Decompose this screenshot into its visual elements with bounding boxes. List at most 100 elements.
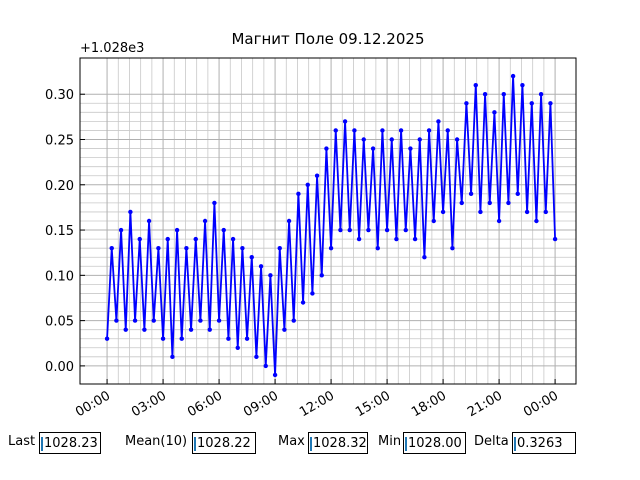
point	[221, 227, 226, 233]
point	[352, 128, 357, 133]
point	[431, 218, 436, 224]
point	[501, 92, 506, 97]
x-tick-label: 06:00	[185, 388, 225, 420]
x-tick-label: 21:00	[465, 388, 505, 420]
point	[151, 318, 156, 323]
point	[310, 291, 315, 296]
x-tick-label: 03:00	[129, 388, 169, 420]
point	[366, 227, 371, 233]
readout-label: Max	[278, 434, 305, 449]
point	[473, 82, 478, 88]
point	[132, 318, 138, 323]
point	[543, 209, 548, 215]
readout-label: Delta	[474, 434, 509, 449]
point	[216, 318, 222, 323]
point	[333, 128, 338, 133]
x-tick-label: 18:00	[409, 388, 449, 420]
point	[338, 227, 343, 233]
point	[109, 245, 114, 251]
point	[296, 191, 301, 197]
point	[412, 236, 418, 242]
point	[263, 363, 268, 369]
y-tick-label: 0.05	[45, 315, 74, 330]
x-tick-label: 00:00	[73, 388, 113, 420]
y-tick-label: 0.25	[45, 134, 74, 149]
point	[137, 236, 142, 242]
point	[254, 354, 259, 360]
point	[417, 137, 422, 142]
y-tick-label: 0.30	[45, 88, 74, 103]
point	[529, 101, 534, 106]
point	[408, 146, 413, 151]
point	[258, 264, 264, 269]
point	[226, 336, 231, 341]
point	[314, 173, 320, 178]
point	[184, 245, 189, 251]
point	[384, 227, 390, 233]
point	[403, 227, 408, 233]
point	[361, 137, 366, 142]
point	[170, 354, 175, 360]
point	[515, 191, 520, 197]
point	[230, 236, 236, 242]
x-tick-label: 00:00	[521, 388, 561, 420]
point	[375, 245, 380, 251]
y-tick-label: 0.00	[45, 360, 74, 375]
point	[114, 318, 119, 323]
readout-box[interactable]: 1028.32	[308, 432, 368, 454]
point	[347, 227, 352, 233]
point	[291, 318, 296, 323]
point	[249, 255, 254, 260]
chart-title: Магнит Поле 09.12.2025	[231, 30, 424, 48]
point	[188, 327, 194, 332]
point	[548, 101, 553, 106]
point	[426, 128, 432, 133]
readout-box[interactable]: 0.3263	[512, 432, 576, 454]
y-offset-label: +1.028e3	[80, 41, 144, 56]
point	[300, 300, 306, 305]
readout-box[interactable]: 1028.23	[39, 432, 101, 454]
y-tick-label: 0.10	[45, 269, 74, 284]
point	[342, 119, 348, 124]
point	[328, 245, 334, 251]
point	[235, 345, 240, 350]
point	[506, 200, 511, 206]
point	[524, 209, 530, 215]
point	[464, 101, 469, 106]
point	[454, 137, 460, 142]
point	[104, 336, 110, 341]
point	[482, 92, 488, 97]
point	[142, 327, 147, 332]
x-tick-label: 09:00	[241, 388, 281, 420]
point	[286, 218, 292, 224]
point	[277, 245, 282, 251]
point	[552, 236, 558, 242]
readout-box[interactable]: 1028.00	[403, 432, 466, 454]
point	[198, 318, 203, 323]
point	[510, 73, 516, 79]
point	[496, 218, 502, 224]
point	[478, 209, 483, 215]
point	[370, 146, 376, 151]
point	[179, 336, 184, 341]
y-tick-label: 0.15	[45, 224, 74, 239]
point	[244, 336, 250, 341]
point	[440, 209, 446, 215]
point	[492, 110, 497, 115]
point	[165, 236, 170, 242]
point	[118, 227, 124, 233]
point	[468, 191, 474, 197]
point	[272, 372, 278, 378]
point	[268, 273, 273, 278]
x-tick-label: 12:00	[297, 388, 337, 420]
point	[445, 128, 450, 133]
y-tick-label: 0.20	[45, 179, 74, 194]
axes-frame	[79, 57, 577, 385]
point	[534, 218, 539, 224]
point	[123, 327, 128, 332]
point	[422, 255, 427, 260]
readout-box[interactable]: 1028.22	[192, 432, 256, 454]
readout-label: Last	[8, 434, 36, 449]
chart: Магнит Поле 09.12.2025 +1.028e3 0.00 0.05…	[45, 30, 577, 420]
